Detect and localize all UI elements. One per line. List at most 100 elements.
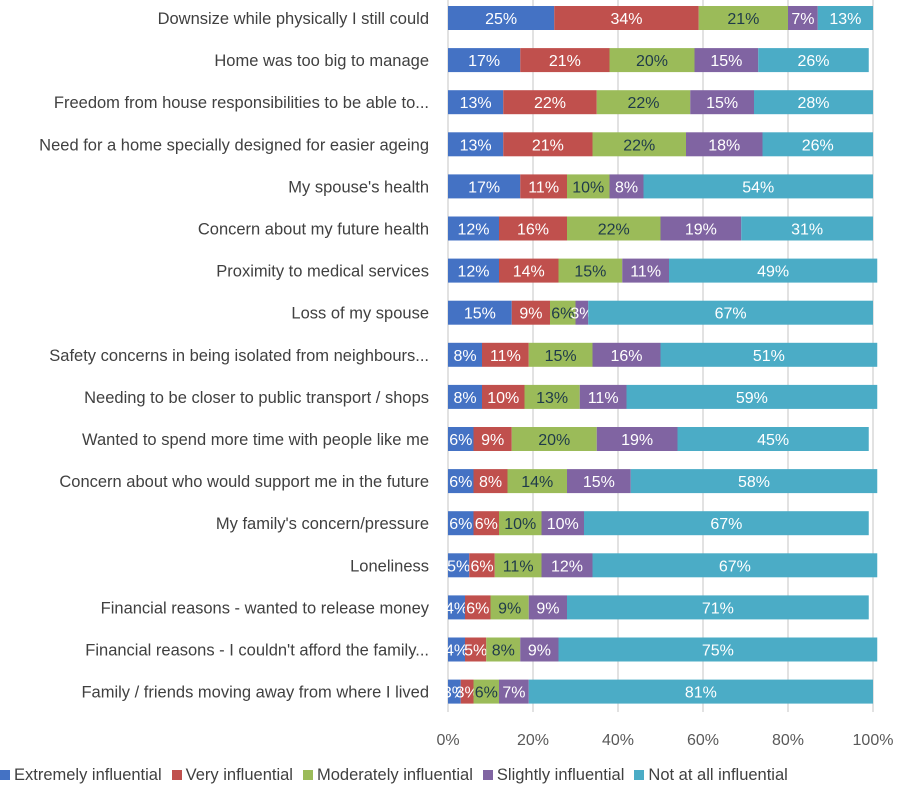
bar-segment-extremely-influential [448, 637, 465, 662]
bar-segment-not-at-all-influential [567, 595, 869, 620]
data-label: 7% [502, 685, 525, 702]
bar-segment-very-influential [499, 216, 567, 241]
bar-segment-not-at-all-influential [528, 679, 873, 704]
legend-item: Not at all influential [634, 765, 788, 785]
data-label: 6% [449, 432, 472, 449]
data-label: 3% [570, 306, 593, 323]
legend-item: Moderately influential [302, 765, 473, 785]
data-label: 15% [545, 348, 577, 365]
bar-row: 6% 8% 14% 15% 58% [448, 469, 878, 494]
bar-segment-slightly-influential [694, 48, 759, 73]
data-label: 67% [710, 516, 742, 533]
data-label: 8% [615, 179, 638, 196]
bar-segment-slightly-influential [567, 469, 631, 494]
bar-row: 3%3%6% 7% 81% [443, 679, 873, 704]
bar-segment-very-influential [465, 637, 487, 662]
data-label: 16% [610, 348, 642, 365]
bar-segment-very-influential [465, 595, 491, 620]
data-label: 7% [791, 11, 814, 28]
data-label: 17% [468, 53, 500, 70]
bar-segment-moderately-influential [596, 90, 691, 115]
bar-row: 8% 10% 13% 11% 59% [448, 384, 878, 409]
data-label: 9% [528, 643, 551, 660]
bar-segment-slightly-influential [520, 637, 559, 662]
bar-segment-very-influential [482, 384, 525, 409]
bar-row: 17% 21% 20% 15% 26% [448, 48, 869, 73]
category-label: Downsize while physically I still could [158, 10, 429, 28]
data-label: 12% [457, 264, 489, 281]
bar-segment-moderately-influential [494, 553, 542, 578]
bar-segment-moderately-influential [490, 595, 529, 620]
data-label: 15% [710, 53, 742, 70]
bar-segment-slightly-influential [541, 553, 593, 578]
bar-segment-extremely-influential [448, 132, 504, 157]
legend-item: Slightly influential [482, 765, 625, 785]
bar-segment-slightly-influential [541, 511, 584, 536]
data-label: 6% [551, 306, 574, 323]
legend-label: Not at all influential [648, 765, 788, 784]
bar-segment-very-influential [520, 48, 610, 73]
data-label: 20% [538, 432, 570, 449]
data-label: 4% [445, 600, 468, 617]
data-label: 11% [630, 264, 661, 281]
legend-label: Moderately influential [316, 765, 473, 784]
legend-swatch [302, 770, 313, 780]
data-label: 11% [503, 558, 534, 575]
data-label: 45% [757, 432, 789, 449]
bar-segment-extremely-influential [448, 48, 521, 73]
bar-segment-very-influential [499, 258, 559, 283]
bar-segment-not-at-all-influential [592, 553, 878, 578]
bar-row: 17% 11% 10% 8% 54% [448, 174, 873, 199]
bar-segment-not-at-all-influential [630, 469, 878, 494]
x-tick-label: 60% [687, 732, 719, 749]
data-label: 14% [513, 264, 545, 281]
data-label: 22% [534, 95, 566, 112]
bar-segment-very-influential [503, 90, 597, 115]
bar-segment-extremely-influential [448, 300, 512, 325]
data-label: 9% [536, 600, 559, 617]
bar-segment-slightly-influential [528, 595, 567, 620]
bar-segment-slightly-influential [592, 342, 661, 367]
legend-swatch [0, 770, 10, 780]
category-labels: Downsize while physically I still could H… [39, 10, 430, 702]
bar-segment-not-at-all-influential [558, 637, 878, 662]
x-tick-label: 0% [436, 732, 459, 749]
data-label: 14% [521, 474, 553, 491]
category-label: Concern about my future health [198, 221, 429, 239]
bar-segment-slightly-influential [660, 216, 742, 241]
bar-row: 6% 9% 20% 19% 45% [448, 427, 869, 451]
legend-label: Slightly influential [496, 765, 625, 784]
bar-segment-extremely-influential [448, 595, 465, 620]
bar-row: 12% 14% 15% 11% 49% [448, 258, 878, 283]
category-label: Loss of my spouse [291, 305, 429, 323]
bar-segment-moderately-influential [698, 6, 788, 30]
data-label: 71% [702, 600, 734, 617]
bar-segment-extremely-influential [448, 384, 482, 409]
data-label: 10% [487, 390, 519, 407]
legend-swatch [634, 770, 645, 780]
legend-swatch [482, 770, 493, 780]
data-label: 6% [470, 558, 493, 575]
bar-segment-extremely-influential [448, 174, 521, 199]
data-label: 8% [453, 348, 476, 365]
bar-segment-extremely-influential [448, 427, 474, 451]
bar-segment-moderately-influential [550, 300, 576, 325]
data-label: 17% [468, 179, 500, 196]
data-label: 9% [481, 432, 504, 449]
data-label: 26% [797, 53, 829, 70]
bar-segment-moderately-influential [524, 384, 580, 409]
bar-segment-extremely-influential [448, 511, 474, 536]
data-label: 11% [588, 390, 619, 407]
data-label: 4% [445, 643, 468, 660]
bar-segment-slightly-influential [596, 427, 678, 451]
bar-row: 12% 16% 22% 19% 31% [448, 216, 873, 241]
data-label: 9% [498, 600, 521, 617]
bar-segment-extremely-influential [448, 90, 504, 115]
data-label: 21% [549, 53, 581, 70]
data-label: 67% [719, 558, 751, 575]
data-label: 6% [475, 685, 498, 702]
bar-segment-slightly-influential [690, 90, 754, 115]
bar-segment-very-influential [482, 342, 529, 367]
data-label: 34% [610, 11, 642, 28]
data-label: 15% [583, 474, 615, 491]
